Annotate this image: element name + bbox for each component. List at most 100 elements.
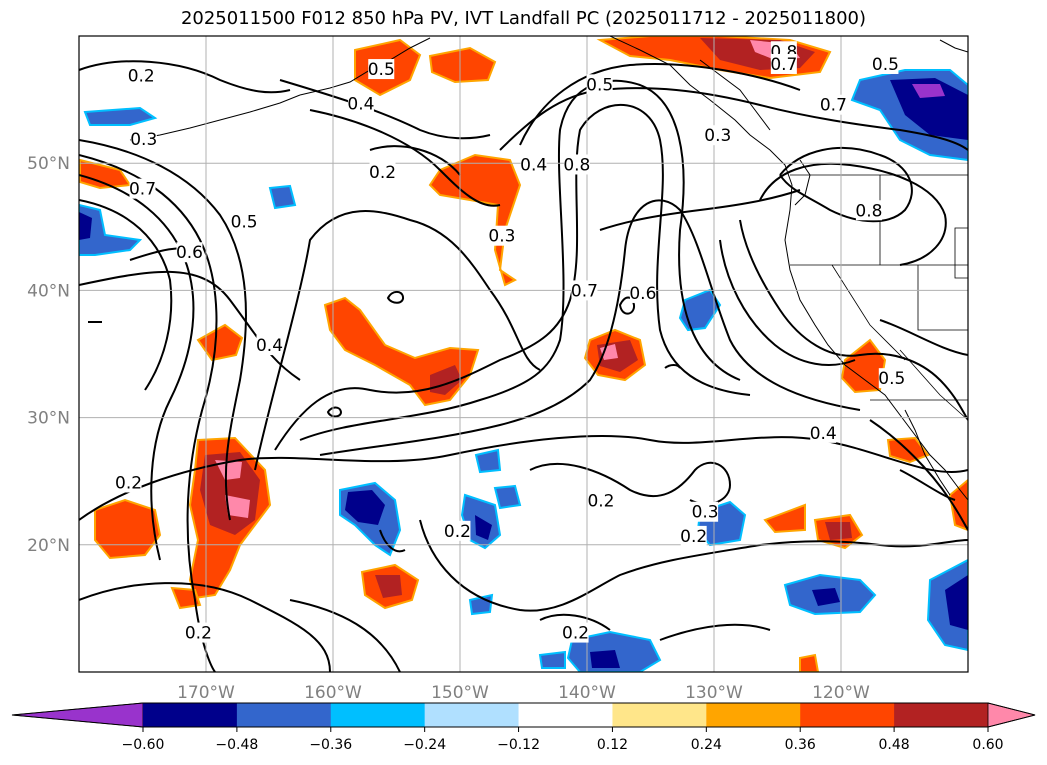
longitude-tick-label: 120°W: [812, 683, 870, 703]
ivt-contours: [79, 60, 968, 672]
contour-label-background: [231, 211, 258, 232]
pv-negative-core: [945, 575, 968, 630]
colorbar-segment: [706, 703, 801, 727]
pv-positive-core: [825, 522, 852, 540]
contour-label: 0.4: [520, 155, 547, 175]
colorbar-tick-label: −0.60: [122, 737, 165, 753]
colorbar-tick-label: 0.48: [879, 737, 910, 753]
contour-label-background: [129, 178, 156, 199]
contour-label-background: [820, 94, 847, 115]
contour-label-background: [810, 422, 837, 443]
contour-label-background: [563, 154, 590, 175]
colorbar: −0.60 −0.48 −0.36 −0.24 −0.12 0.12 0.24 0.36 0.4…: [11, 702, 1036, 753]
contour-label-background: [878, 368, 905, 389]
colorbar-tick-label: −0.12: [497, 737, 540, 753]
contour-label: 0.2: [444, 522, 471, 542]
longitude-labels: 170°W 160°W 150°W 140°W 130°W 120°W: [177, 683, 870, 703]
contour-label: 0.7: [129, 180, 156, 200]
map-frame: [78, 35, 969, 673]
contour-label: 0.2: [680, 527, 707, 547]
pv-positive-blob: [428, 153, 522, 287]
plot-title: 2025011500 F012 850 hPa PV, IVT Landfall…: [180, 8, 867, 29]
political-borders: [790, 174, 968, 421]
colorbar-segment: [894, 703, 989, 727]
pv-positive-blob: [948, 478, 968, 532]
colorbar-tick-label: −0.24: [403, 737, 446, 753]
latitude-tick-label: 50°N: [27, 154, 70, 174]
pv-negative-core: [812, 588, 840, 606]
contour-label: 0.5: [231, 213, 258, 233]
contour-label-background: [692, 501, 719, 522]
contour-label-background: [176, 242, 203, 263]
contour-label-background: [587, 490, 614, 511]
contour-label-background: [571, 280, 598, 301]
contour-label: 0.2: [587, 491, 614, 511]
colorbar-segment: [800, 703, 895, 727]
contour-label: 0.8: [855, 201, 882, 221]
pv-positive-core: [375, 575, 402, 598]
pv-negative-core: [345, 490, 385, 525]
contour-label-background: [520, 154, 547, 175]
contour-label-background: [444, 520, 471, 541]
contour-label: 0.6: [176, 243, 203, 263]
contour-label-background: [130, 129, 157, 150]
colorbar-tick-label: −0.36: [309, 737, 352, 753]
contour-label-background: [369, 162, 396, 183]
colorbar-segment: [236, 703, 332, 727]
contour-label: 0.6: [629, 284, 656, 304]
colorbar-segment: [424, 703, 520, 727]
pv-negative-core: [590, 650, 620, 668]
pv-positive-blob: [94, 498, 162, 560]
contour-label-background: [586, 74, 613, 95]
contour-label: 0.4: [810, 424, 837, 444]
contour-label: 0.5: [586, 75, 613, 95]
pv-negative-blob: [493, 484, 522, 510]
contour-label: 0.3: [692, 503, 719, 523]
latitude-tick-label: 40°N: [27, 281, 70, 301]
pv-negative-blob: [268, 184, 297, 210]
pv-negative-blob: [538, 650, 566, 669]
colorbar-extend-low: [11, 702, 144, 728]
pv-negative-core: [79, 212, 92, 240]
contour-label: 0.7: [770, 55, 797, 75]
latitude-labels: 20°N 30°N 40°N 50°N: [27, 154, 70, 556]
colorbar-tick-label: 0.24: [691, 737, 722, 753]
longitude-tick-label: 150°W: [431, 683, 489, 703]
colorbar-extend-high: [987, 702, 1036, 728]
contour-label: 0.5: [872, 55, 899, 75]
contour-label: 0.5: [878, 369, 905, 389]
longitude-tick-label: 130°W: [685, 683, 743, 703]
contour-label-background: [347, 93, 374, 114]
longitude-tick-label: 170°W: [177, 683, 235, 703]
contour-label: 0.2: [115, 473, 142, 493]
pv-positive-peak: [215, 460, 242, 480]
contour-label: 0.7: [571, 281, 598, 301]
pv-negative-blob: [83, 106, 158, 126]
pv-positive-blob: [428, 46, 497, 84]
pv-positive-peak: [225, 495, 250, 518]
pv-negative-blob: [474, 448, 502, 474]
contour-label: 0.7: [820, 96, 847, 116]
pv-negative-blob: [79, 203, 143, 256]
pv-negative-peak: [912, 84, 945, 98]
contour-label-background: [115, 472, 142, 493]
contour-label-background: [680, 525, 707, 546]
contour-label-background: [488, 225, 515, 246]
contour-label-background: [855, 200, 882, 221]
contour-label: 0.2: [128, 66, 155, 86]
longitude-tick-label: 140°W: [558, 683, 616, 703]
contour-label-background: [704, 125, 731, 146]
contour-label: 0.8: [563, 155, 590, 175]
colorbar-segment: [518, 703, 613, 727]
contour-label: 0.4: [347, 94, 374, 114]
colorbar-segment: [330, 703, 426, 727]
contour-label-background: [368, 59, 395, 80]
contour-label-background: [128, 65, 155, 86]
contour-label: 0.4: [256, 336, 283, 356]
colorbar-segment: [612, 703, 707, 727]
contour-label: 0.2: [562, 624, 589, 644]
contour-label-background: [256, 335, 283, 356]
colorbar-segment: [143, 703, 238, 727]
pv-positive-blob: [799, 653, 820, 672]
